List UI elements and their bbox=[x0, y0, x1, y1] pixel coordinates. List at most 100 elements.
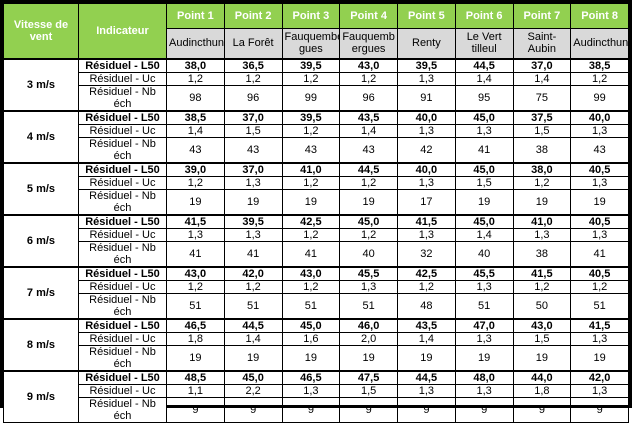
location-header-6: Le Vert tilleul bbox=[454, 28, 514, 60]
location-header-4: Fauquemb ergues bbox=[339, 28, 398, 60]
value-cell: 43 bbox=[570, 136, 629, 163]
value-cell: 41,5 bbox=[570, 317, 629, 333]
value-cell: 1,6 bbox=[281, 331, 341, 346]
value-cell: 43,5 bbox=[339, 109, 398, 125]
table-row: 3 m/s Résiduel - L50 38,0 36,5 39,5 43,0 39,5 4… bbox=[3, 57, 629, 111]
value-cell: 19 bbox=[570, 344, 629, 371]
value-cell: 46,5 bbox=[281, 369, 341, 385]
value-cell: 43 bbox=[166, 136, 225, 163]
value-cell: 19 bbox=[397, 344, 456, 371]
table-row: Résiduel - Nb éch 19 19 19 19 19 19 19 19 bbox=[4, 344, 629, 371]
value-cell: 51 bbox=[339, 292, 398, 319]
value-cell: 43,0 bbox=[281, 265, 341, 281]
value-cell: 9 bbox=[570, 396, 629, 423]
residual-noise-table: Vitesse de vent Indicateur Point 1 Point … bbox=[3, 3, 629, 423]
value-cell: 41,0 bbox=[281, 161, 341, 177]
indicator-label-cell: Résiduel - L50 bbox=[78, 161, 167, 177]
table-row: Résiduel - Uc 1,2 1,2 1,2 1,2 1,3 1,4 1,4 1,2 bbox=[4, 71, 629, 86]
value-cell: 44,5 bbox=[223, 317, 283, 333]
value-cell: 1,3 bbox=[397, 383, 456, 398]
value-cell: 96 bbox=[339, 84, 398, 111]
value-cell: 48,0 bbox=[454, 369, 514, 385]
point-header-6: Point 6 bbox=[454, 3, 514, 29]
value-cell: 96 bbox=[223, 84, 283, 111]
value-cell: 40,5 bbox=[570, 265, 629, 281]
value-cell: 48,5 bbox=[166, 369, 225, 385]
value-cell: 44,5 bbox=[397, 369, 456, 385]
value-cell: 19 bbox=[512, 188, 572, 215]
indicator-column-header: Indicateur bbox=[78, 3, 167, 59]
value-cell: 41,0 bbox=[512, 213, 572, 229]
value-cell: 1,5 bbox=[339, 383, 398, 398]
value-cell: 51 bbox=[223, 292, 283, 319]
value-cell: 1,3 bbox=[570, 227, 629, 242]
point-header-1: Point 1 bbox=[166, 3, 225, 29]
value-cell: 32 bbox=[397, 240, 456, 267]
table-row: 8 m/s Résiduel - L50 46,5 44,5 45,0 46,0 43,5 4… bbox=[3, 317, 629, 371]
value-cell: 1,2 bbox=[339, 71, 398, 86]
value-cell: 9 bbox=[512, 396, 572, 423]
wind-speed-cell: 3 m/s bbox=[3, 57, 79, 111]
value-cell: 1,2 bbox=[281, 175, 341, 190]
value-cell: 1,5 bbox=[512, 123, 572, 138]
value-cell: 1,4 bbox=[454, 227, 514, 242]
wind-speed-cell: 7 m/s bbox=[3, 265, 79, 319]
value-cell: 41,5 bbox=[397, 213, 456, 229]
value-cell: 1,3 bbox=[570, 123, 629, 138]
value-cell: 1,3 bbox=[339, 279, 398, 294]
table-row: 5 m/s Résiduel - L50 39,0 37,0 41,0 44,5 40,0 4… bbox=[3, 161, 629, 215]
table-row: Résiduel - Nb éch 51 51 51 51 48 51 50 51 bbox=[4, 292, 629, 319]
table-row: 6 m/s Résiduel - L50 41,5 39,5 42,5 45,0 41,5 4… bbox=[3, 213, 629, 267]
value-cell: 95 bbox=[454, 84, 514, 111]
value-cell: 39,5 bbox=[281, 57, 341, 73]
value-cell: 38 bbox=[512, 136, 572, 163]
point-header-3: Point 3 bbox=[281, 3, 341, 29]
value-cell: 38,0 bbox=[512, 161, 572, 177]
value-cell: 51 bbox=[166, 292, 225, 319]
value-cell: 47,5 bbox=[339, 369, 398, 385]
wind-speed-cell: 6 m/s bbox=[3, 213, 79, 267]
value-cell: 1,2 bbox=[397, 279, 456, 294]
value-cell: 1,2 bbox=[166, 175, 225, 190]
value-cell: 19 bbox=[281, 344, 341, 371]
value-cell: 1,5 bbox=[223, 123, 283, 138]
value-cell: 42,0 bbox=[570, 369, 629, 385]
point-header-7: Point 7 bbox=[512, 3, 572, 29]
value-cell: 1,2 bbox=[339, 227, 398, 242]
table-row: Résiduel - Uc 1,2 1,2 1,2 1,3 1,2 1,3 1,2 1,2 bbox=[4, 279, 629, 294]
value-cell: 1,2 bbox=[166, 279, 225, 294]
value-cell: 1,5 bbox=[454, 175, 514, 190]
value-cell: 1,3 bbox=[397, 71, 456, 86]
value-cell: 98 bbox=[166, 84, 225, 111]
value-cell: 37,5 bbox=[512, 109, 572, 125]
value-cell: 1,4 bbox=[339, 123, 398, 138]
indicator-label-cell: Résiduel - L50 bbox=[78, 369, 167, 385]
value-cell: 47,0 bbox=[454, 317, 514, 333]
value-cell: 19 bbox=[339, 344, 398, 371]
table-row: Résiduel - Uc 1,2 1,3 1,2 1,2 1,3 1,5 1,2 1,3 bbox=[4, 175, 629, 190]
value-cell: 19 bbox=[339, 188, 398, 215]
indicator-label-cell: Résiduel - Nb éch bbox=[78, 136, 167, 163]
value-cell: 41 bbox=[454, 136, 514, 163]
value-cell: 46,5 bbox=[166, 317, 225, 333]
value-cell: 9 bbox=[223, 396, 283, 423]
value-cell: 41,5 bbox=[166, 213, 225, 229]
value-cell: 45,0 bbox=[454, 213, 514, 229]
value-cell: 36,5 bbox=[223, 57, 283, 73]
value-cell: 45,0 bbox=[454, 161, 514, 177]
point-header-8: Point 8 bbox=[570, 3, 629, 29]
value-cell: 43,0 bbox=[166, 265, 225, 281]
value-cell: 48 bbox=[397, 292, 456, 319]
value-cell: 1,2 bbox=[570, 71, 629, 86]
value-cell: 41 bbox=[281, 240, 341, 267]
value-cell: 2,2 bbox=[223, 383, 283, 398]
table-row: 9 m/s Résiduel - L50 48,5 45,0 46,5 47,5 44,5 4… bbox=[3, 369, 629, 423]
value-cell: 39,5 bbox=[223, 213, 283, 229]
value-cell: 1,2 bbox=[281, 71, 341, 86]
value-cell: 44,5 bbox=[454, 57, 514, 73]
value-cell: 40,5 bbox=[570, 161, 629, 177]
indicator-label-cell: Résiduel - L50 bbox=[78, 57, 167, 73]
value-cell: 37,0 bbox=[512, 57, 572, 73]
point-header-row: Vitesse de vent Indicateur Point 1 Point … bbox=[3, 3, 629, 59]
